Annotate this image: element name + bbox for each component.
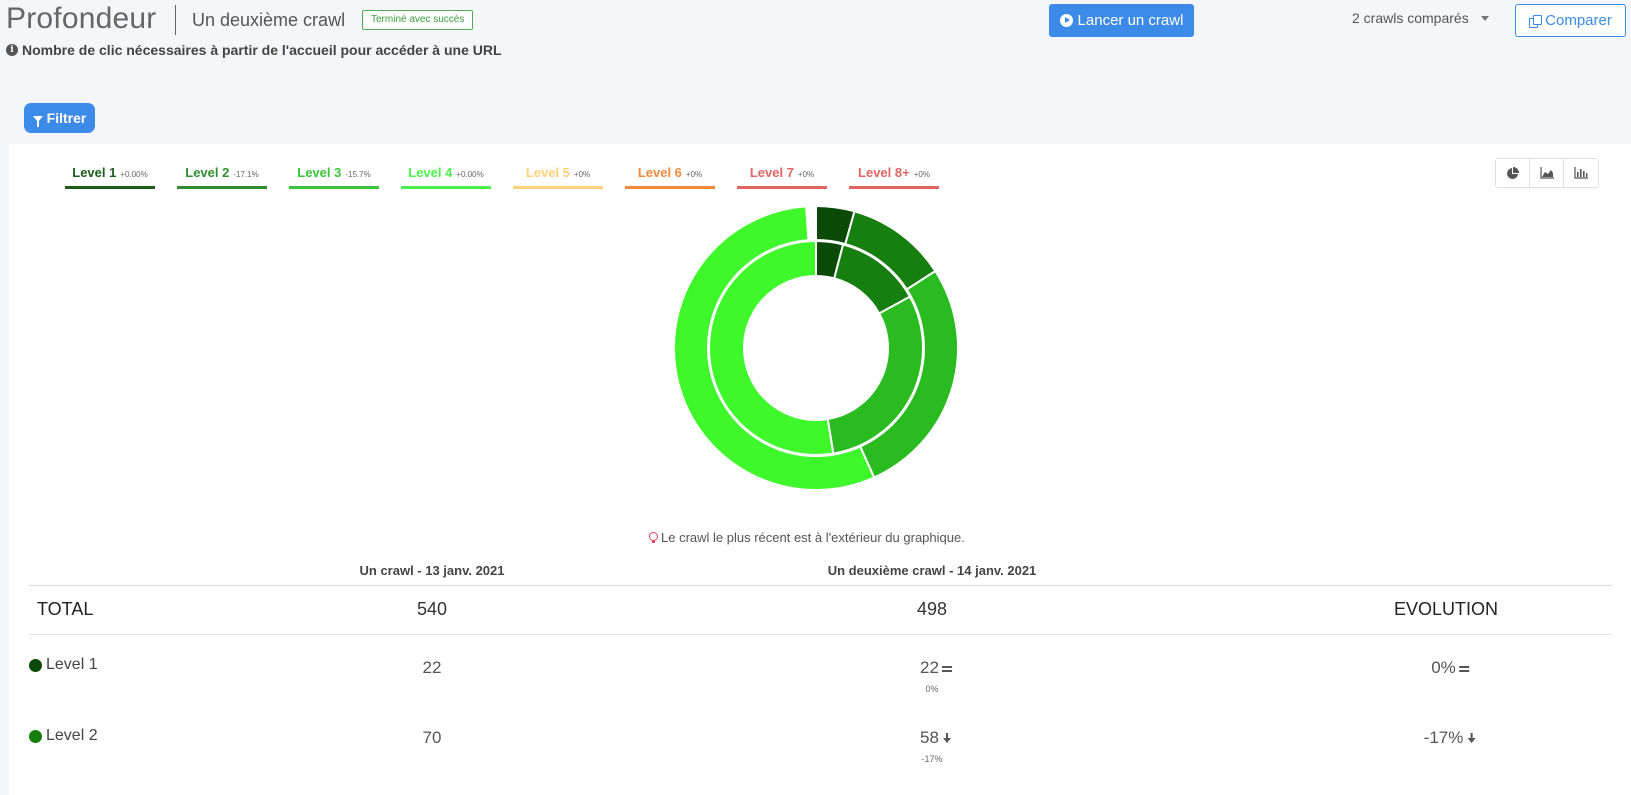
chart-legend: Level 1 +0.00% Level 2 -17.1% Level 3 -15.7… [65, 164, 961, 189]
legend-pct: +0% [573, 170, 591, 179]
value-crawl-2-text: 58 [920, 728, 939, 747]
title-separator [175, 5, 176, 35]
chart-hint-text: Le crawl le plus récent est à l'extérieu… [661, 530, 965, 545]
row-label-text: Level 2 [46, 727, 98, 744]
arrow-down-icon [1466, 733, 1476, 744]
crawl-name: Un deuxième crawl [192, 10, 346, 30]
arrow-down-icon [942, 733, 952, 744]
legend-item-level-3[interactable]: Level 3 -15.7% [289, 164, 379, 189]
funnel-icon [32, 116, 43, 127]
legend-item-level-7[interactable]: Level 7 +0% [737, 164, 827, 189]
launch-crawl-button[interactable]: Lancer un crawl [1049, 4, 1194, 37]
legend-pct: +0% [685, 170, 703, 179]
total-crawl-2: 498 [916, 599, 948, 619]
pie-icon [1507, 166, 1519, 179]
legend-label: Level 8+ [858, 165, 910, 180]
equal-icon [1458, 665, 1469, 672]
table-row: Level 2 70 58 -17% -17% [29, 718, 1612, 778]
page-subtitle: i Nombre de clic nécessaires à partir de… [6, 42, 502, 58]
value-crawl-1: 22 [422, 658, 442, 677]
legend-pct: +0% [797, 170, 815, 179]
value-crawl-2-pct: 0% [925, 684, 939, 694]
depth-donut-chart [673, 204, 959, 491]
total-crawl-1: 540 [416, 599, 448, 619]
evolution-value: 0% [1431, 658, 1469, 678]
status-badge: Terminé avec succès [362, 10, 474, 30]
value-crawl-1: 70 [422, 728, 442, 747]
area-chart-icon [1539, 167, 1554, 179]
compare-button[interactable]: Comparer [1515, 4, 1626, 37]
legend-pct: +0.00% [120, 170, 148, 179]
page-title: Profondeur [6, 2, 157, 35]
table-header-row: Un crawl - 13 janv. 2021 Un deuxième cra… [29, 554, 1612, 586]
legend-item-level-1[interactable]: Level 1 +0.00% [65, 164, 155, 189]
legend-label: Level 1 [72, 165, 117, 180]
total-label: TOTAL [37, 599, 94, 619]
level-1-color-dot [29, 658, 42, 672]
chart-view-toggle [1495, 158, 1599, 188]
legend-item-level-5[interactable]: Level 5 +0% [513, 164, 603, 189]
chart-hint: Le crawl le plus récent est à l'extérieu… [649, 530, 965, 545]
column-header-crawl-2: Un deuxième crawl - 14 janv. 2021 [827, 563, 1037, 578]
value-crawl-2: 22 [920, 658, 952, 678]
play-icon [1059, 14, 1073, 27]
area-view-button[interactable] [1530, 159, 1564, 187]
legend-label: Level 7 [749, 165, 794, 180]
filter-label: Filtrer [46, 110, 87, 126]
legend-item-level-8[interactable]: Level 8+ +0% [849, 164, 939, 189]
info-icon: i [6, 44, 18, 56]
legend-pct: -17.1% [233, 170, 259, 179]
row-label: Level 2 [29, 727, 98, 745]
legend-label: Level 3 [297, 165, 342, 180]
legend-item-level-2[interactable]: Level 2 -17.1% [177, 164, 267, 189]
crawls-compared-select[interactable]: 2 crawls comparés [1352, 10, 1489, 26]
legend-pct: -15.7% [345, 170, 371, 179]
page-header: Profondeur Un deuxième crawl Terminé ave… [0, 0, 1631, 64]
value-crawl-2: 58 [920, 728, 952, 748]
copy-icon [1529, 14, 1543, 28]
row-label: Level 1 [29, 656, 98, 674]
table-row: Level 1 22 22 0% 0% [29, 646, 1612, 706]
lightbulb-icon [649, 531, 658, 544]
value-crawl-2-text: 22 [920, 658, 939, 677]
legend-label: Level 5 [525, 165, 570, 180]
launch-crawl-label: Lancer un crawl [1077, 12, 1184, 29]
donut-slice-inner-level-4[interactable] [707, 239, 835, 456]
legend-pct: +0% [913, 170, 930, 179]
equal-icon [941, 665, 952, 672]
pie-view-button[interactable] [1496, 159, 1530, 187]
compare-label: Comparer [1545, 12, 1612, 29]
bar-view-button[interactable] [1564, 159, 1598, 187]
evolution-value: -17% [1424, 728, 1477, 748]
evolution-value-text: 0% [1431, 658, 1456, 677]
level-2-color-dot [29, 729, 42, 743]
evolution-value-text: -17% [1423, 728, 1464, 747]
legend-label: Level 2 [185, 165, 230, 180]
crawls-compared-value: 2 crawls comparés [1352, 10, 1469, 26]
row-label-text: Level 1 [46, 656, 98, 673]
donut-slice-outer-level-4[interactable] [673, 205, 876, 491]
filter-button[interactable]: Filtrer [24, 103, 95, 133]
value-crawl-2-pct: -17% [921, 754, 943, 764]
chart-panel: Level 1 +0.00% Level 2 -17.1% Level 3 -15.7… [9, 144, 1631, 795]
subtitle-text: Nombre de clic nécessaires à partir de l… [22, 42, 502, 58]
table-row-total: TOTAL 540 498 EVOLUTION [29, 587, 1612, 635]
legend-item-level-4[interactable]: Level 4 +0.00% [401, 164, 491, 189]
bar-chart-icon [1574, 167, 1588, 179]
legend-pct: +0.00% [456, 170, 484, 179]
legend-label: Level 6 [637, 165, 682, 180]
legend-label: Level 4 [408, 165, 453, 180]
column-header-crawl-1: Un crawl - 13 janv. 2021 [359, 563, 505, 578]
legend-item-level-6[interactable]: Level 6 +0% [625, 164, 715, 189]
evolution-header: EVOLUTION [1393, 599, 1499, 619]
caret-down-icon [1480, 15, 1489, 21]
